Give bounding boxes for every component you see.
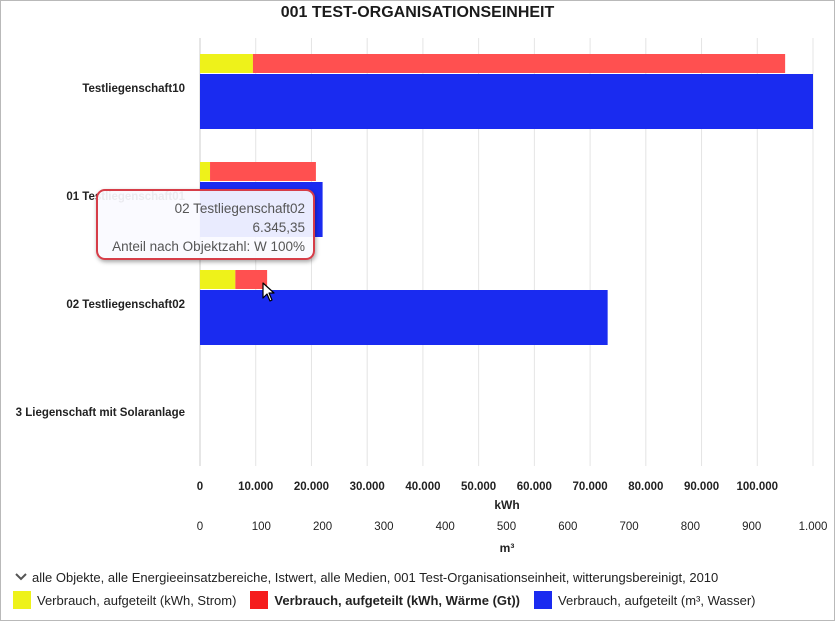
- m3-tick-label: 100: [252, 521, 271, 533]
- legend-label-strom: Verbrauch, aufgeteilt (kWh, Strom): [37, 592, 237, 608]
- m3-axis-label: m³: [500, 541, 515, 555]
- kwh-tick-label: 50.000: [461, 481, 496, 493]
- category-label: 3 Liegenschaft mit Solaranlage: [16, 407, 185, 419]
- kwh-tick-label: 0: [197, 481, 203, 493]
- bar-waerme: [235, 270, 268, 289]
- kwh-tick-label: 90.000: [684, 481, 719, 493]
- bar-waerme: [210, 162, 316, 181]
- m3-tick-label: 500: [497, 521, 516, 533]
- legend-item-strom[interactable]: Verbrauch, aufgeteilt (kWh, Strom): [13, 591, 236, 609]
- m3-tick-label: 1.000: [799, 521, 828, 533]
- legend-item-wasser[interactable]: Verbrauch, aufgeteilt (m³, Wasser): [534, 591, 756, 609]
- kwh-tick-label: 60.000: [517, 481, 552, 493]
- chart-tooltip: 02 Testliegenschaft02 6.345,35 Anteil na…: [96, 189, 315, 260]
- chevron-down-icon[interactable]: [14, 570, 28, 585]
- m3-tick-label: 0: [197, 521, 203, 533]
- tooltip-value: 6.345,35: [252, 220, 305, 235]
- legend-swatch-waerme: [250, 591, 269, 609]
- bar-waerme: [252, 54, 786, 73]
- m3-tick-label: 800: [681, 521, 700, 533]
- m3-tick-label: 400: [436, 521, 455, 533]
- kwh-tick-label: 70.000: [572, 481, 607, 493]
- legend-swatch-strom: [13, 591, 31, 609]
- kwh-tick-label: 80.000: [628, 481, 663, 493]
- legend-swatch-wasser: [534, 591, 553, 609]
- legend-label-wasser: Verbrauch, aufgeteilt (m³, Wasser): [558, 592, 756, 608]
- category-label: Testliegenschaft10: [82, 83, 185, 95]
- mouse-pointer-icon: [262, 282, 276, 307]
- kwh-tick-label: 20.000: [294, 481, 329, 493]
- kwh-tick-label: 30.000: [350, 481, 385, 493]
- kwh-tick-label: 40.000: [405, 481, 440, 493]
- m3-tick-label: 900: [742, 521, 761, 533]
- bar-strom: [200, 54, 253, 73]
- tooltip-share: Anteil nach Objektzahl: W 100%: [112, 239, 305, 254]
- m3-tick-label: 700: [620, 521, 639, 533]
- kwh-axis-label: kWh: [494, 498, 519, 512]
- legend-item-waerme[interactable]: Verbrauch, aufgeteilt (kWh, Wärme (Gt)): [250, 591, 520, 609]
- chart-title: 001 TEST-ORGANISATIONSEINHEIT: [280, 4, 555, 21]
- legend-label-waerme: Verbrauch, aufgeteilt (kWh, Wärme (Gt)): [274, 592, 521, 608]
- bar-wasser: [200, 290, 608, 345]
- kwh-tick-label: 10.000: [238, 481, 273, 493]
- tooltip-title: 02 Testliegenschaft02: [174, 201, 305, 216]
- filter-summary: alle Objekte, alle Energieeinsatzbereich…: [32, 570, 719, 585]
- bar-strom: [200, 162, 211, 181]
- m3-tick-label: 600: [558, 521, 577, 533]
- bar-wasser: [200, 74, 813, 129]
- chart-footer[interactable]: alle Objekte, alle Energieeinsatzbereich…: [14, 570, 718, 585]
- category-label: 02 Testliegenschaft02: [66, 299, 185, 311]
- m3-tick-label: 200: [313, 521, 332, 533]
- m3-tick-label: 300: [374, 521, 393, 533]
- kwh-tick-label: 100.000: [736, 481, 778, 493]
- bar-strom: [200, 270, 236, 289]
- chart-legend: Verbrauch, aufgeteilt (kWh, Strom) Verbr…: [13, 591, 770, 609]
